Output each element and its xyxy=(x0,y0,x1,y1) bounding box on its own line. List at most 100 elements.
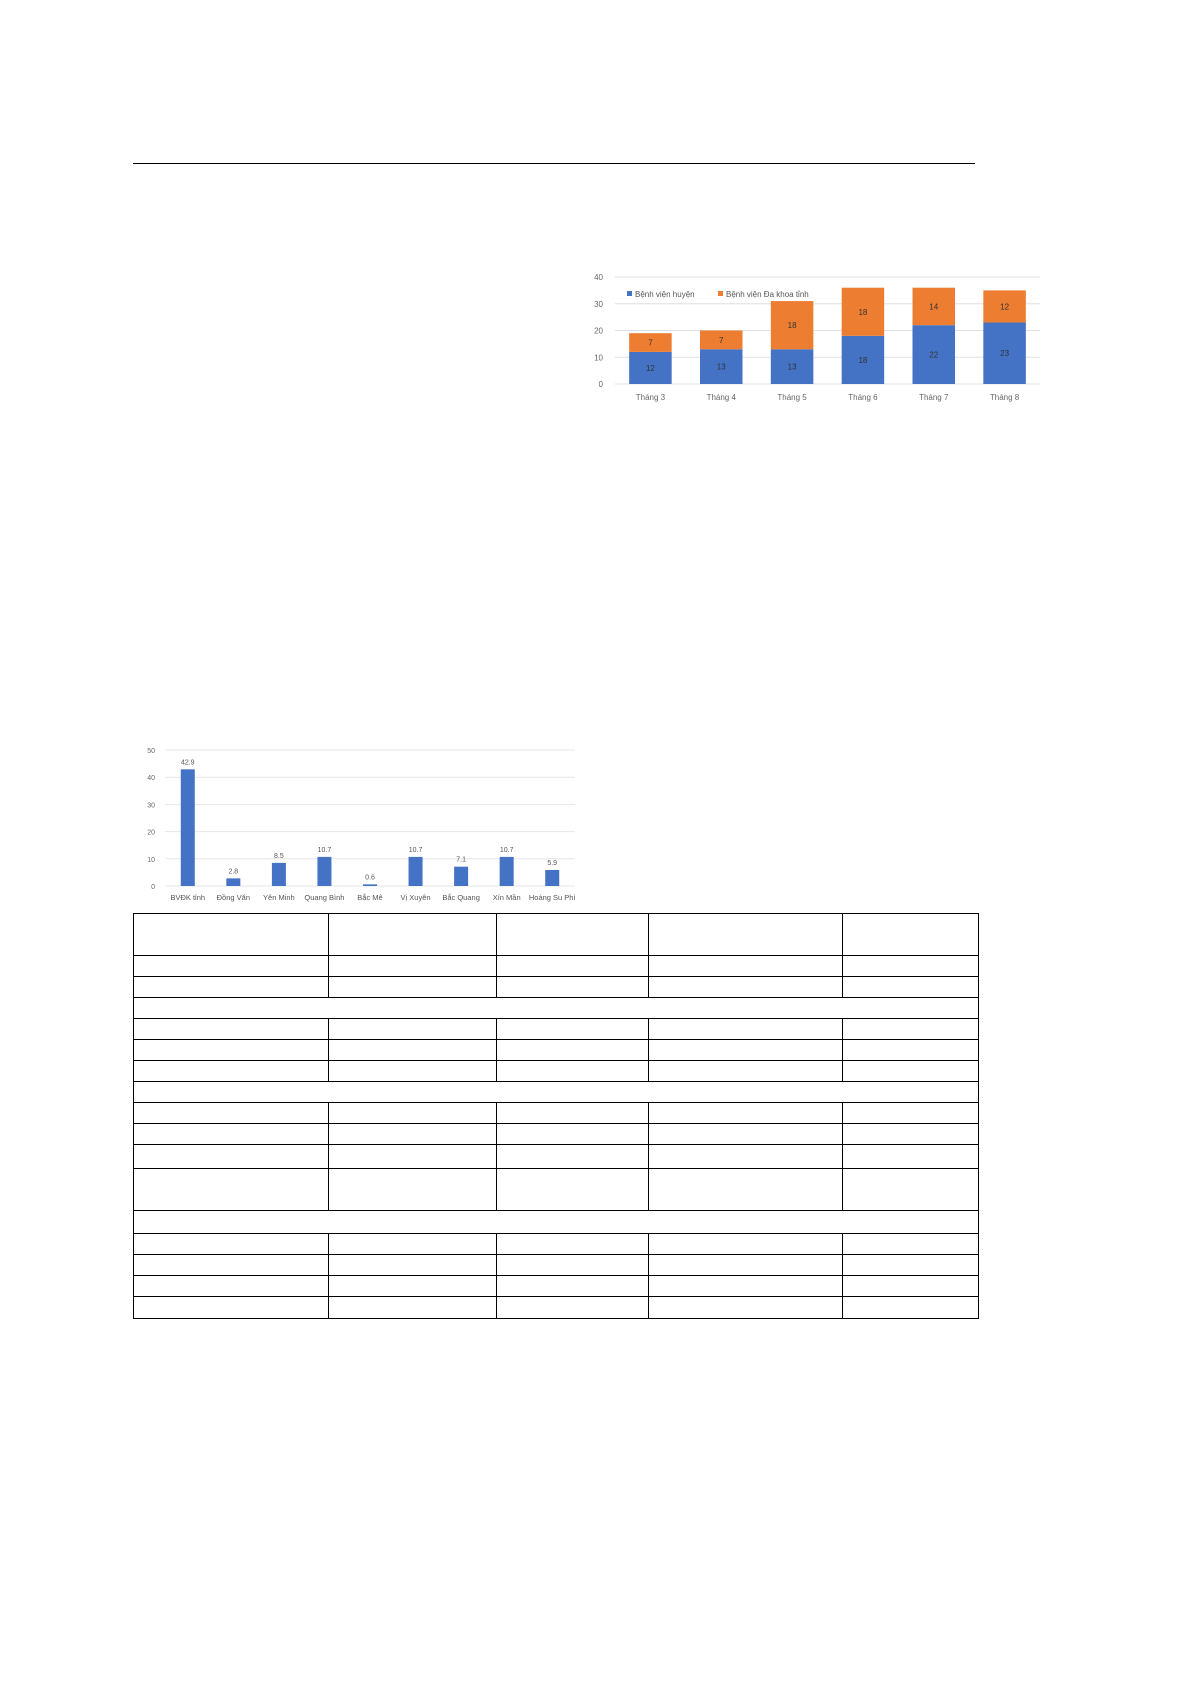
table-cell xyxy=(648,1123,843,1145)
table-cell xyxy=(496,1254,649,1276)
table-cell xyxy=(133,1168,329,1211)
table-cell xyxy=(842,1296,979,1319)
data-label: 7.1 xyxy=(456,857,466,864)
data-label: 18 xyxy=(858,356,867,365)
table-cell xyxy=(133,1102,329,1124)
table-cell xyxy=(133,976,329,998)
table-cell xyxy=(133,1081,979,1103)
bar-segment xyxy=(700,330,743,350)
table-cell xyxy=(648,1039,843,1061)
legend-swatch xyxy=(627,291,632,296)
data-label: 7 xyxy=(719,336,724,345)
table-cell xyxy=(328,955,497,977)
table-cell xyxy=(496,1018,649,1040)
table-section-row xyxy=(133,997,979,1019)
table-cell xyxy=(842,1233,979,1255)
x-tick-label: Tháng 5 xyxy=(777,393,807,402)
y-tick-label: 50 xyxy=(147,748,155,755)
table-row xyxy=(133,1102,979,1124)
table-cell xyxy=(496,1039,649,1061)
data-label: 13 xyxy=(717,363,726,372)
table-cell xyxy=(842,1254,979,1276)
table-cell xyxy=(496,1233,649,1255)
bar xyxy=(545,869,560,886)
table-cell xyxy=(328,913,497,956)
bar xyxy=(271,862,286,886)
table-row xyxy=(133,1254,979,1276)
table-cell xyxy=(842,1102,979,1124)
table-cell xyxy=(328,1102,497,1124)
table-cell xyxy=(328,1039,497,1061)
table-cell xyxy=(328,976,497,998)
x-tick-label: Yên Minh xyxy=(263,893,295,902)
table-cell xyxy=(133,1275,329,1297)
table-cell xyxy=(842,1018,979,1040)
table-row xyxy=(133,1275,979,1297)
table-cell xyxy=(496,955,649,977)
table-cell xyxy=(496,913,649,956)
table-cell xyxy=(133,1018,329,1040)
data-label: 18 xyxy=(788,321,797,330)
y-tick-label: 40 xyxy=(594,273,603,282)
table-row xyxy=(133,1039,979,1061)
bar xyxy=(226,878,241,886)
table-cell xyxy=(842,1060,979,1082)
data-label: 13 xyxy=(788,363,797,372)
bar-segment xyxy=(629,351,672,384)
x-tick-label: Bắc Mê xyxy=(357,893,382,902)
table-row xyxy=(133,1018,979,1040)
table-cell xyxy=(133,1039,329,1061)
data-label: 10.7 xyxy=(318,847,332,854)
table-cell xyxy=(133,913,329,956)
y-tick-label: 10 xyxy=(147,857,155,864)
data-label: 10.7 xyxy=(409,847,423,854)
x-tick-label: Tháng 6 xyxy=(848,393,878,402)
data-table xyxy=(133,913,979,1319)
table-cell xyxy=(133,1233,329,1255)
table-cell xyxy=(133,1060,329,1082)
legend-label: Bệnh viện huyện xyxy=(635,290,695,299)
y-tick-label: 30 xyxy=(147,802,155,809)
data-label: 10.7 xyxy=(500,847,514,854)
table-cell xyxy=(133,1296,329,1319)
table-cell xyxy=(133,1123,329,1145)
table-cell xyxy=(648,976,843,998)
bar-segment xyxy=(770,301,814,350)
table-section-row xyxy=(133,1210,979,1234)
bar-chart: 0 10 20 30 40 50 42.9 BVĐK tỉnh 2.8 Đồng Văn 8.5 Yê… xyxy=(147,748,575,902)
table-cell xyxy=(496,1296,649,1319)
table-cell xyxy=(648,913,843,956)
bar-segment xyxy=(983,290,1026,323)
stacked-bar-chart: 0 10 20 30 40 12 7 Tháng 3 13 7 Tháng 4 13 18 Tháng 5… xyxy=(594,273,1040,402)
table-cell xyxy=(496,976,649,998)
table-cell xyxy=(328,1296,497,1319)
y-tick-label: 40 xyxy=(147,775,155,782)
table-cell xyxy=(133,997,979,1019)
y-tick-label: 20 xyxy=(147,830,155,837)
bar-segment xyxy=(983,322,1026,384)
y-tick-label: 0 xyxy=(599,380,604,389)
table-cell xyxy=(648,1254,843,1276)
table-cell xyxy=(842,1275,979,1297)
table-header-row xyxy=(133,913,979,956)
data-label: 22 xyxy=(929,351,938,360)
table-cell xyxy=(133,955,329,977)
table-section-row xyxy=(133,1081,979,1103)
table-cell xyxy=(648,1144,843,1169)
table-row xyxy=(133,976,979,998)
table-cell xyxy=(328,1144,497,1169)
bar-segment xyxy=(912,287,955,326)
table-cell xyxy=(842,1039,979,1061)
x-tick-label: Bắc Quang xyxy=(442,893,480,902)
x-tick-label: Đồng Văn xyxy=(217,893,250,902)
x-tick-label: Tháng 8 xyxy=(990,393,1020,402)
table-cell xyxy=(328,1060,497,1082)
data-label: 12 xyxy=(646,364,655,373)
bar xyxy=(317,856,332,886)
y-tick-label: 0 xyxy=(151,884,155,891)
bar-segment xyxy=(841,287,885,336)
table-cell xyxy=(496,1168,649,1211)
table-cell xyxy=(842,976,979,998)
table-cell xyxy=(648,1060,843,1082)
